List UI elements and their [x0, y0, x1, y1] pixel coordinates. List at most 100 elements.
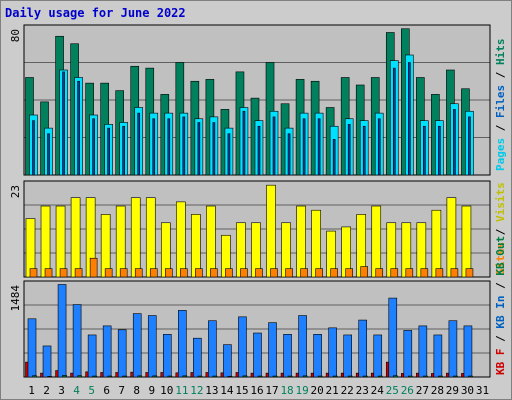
sites-bar [330, 268, 338, 278]
x-tick-label: 1 [28, 384, 35, 397]
pages-bar [317, 118, 321, 176]
sites-bar [345, 268, 353, 278]
kbout-bar [47, 376, 52, 378]
kbout-bar [272, 375, 278, 378]
x-tick-label: 8 [133, 384, 140, 397]
pages-bar [377, 118, 381, 176]
kbout-bar [167, 375, 173, 378]
sites-bar [210, 268, 218, 278]
kbout-bar [62, 375, 67, 378]
visits-bar [100, 214, 111, 278]
x-tick-label: 11 [175, 384, 188, 397]
kbin-bar [42, 345, 52, 378]
kbout-bar [302, 375, 308, 378]
sites-bar [315, 268, 323, 278]
pages-bar [332, 139, 336, 176]
x-tick-label: 19 [295, 384, 308, 397]
sites-bar [255, 268, 263, 278]
sites-bar [405, 268, 414, 278]
sites-bar [29, 268, 38, 278]
kbin-bar [358, 319, 368, 378]
kbout-bar [77, 375, 82, 378]
kbout-bar [32, 375, 37, 378]
legend-kbf: KB F [494, 349, 507, 376]
x-tick-label: 9 [148, 384, 155, 397]
kbin-bar [373, 334, 383, 378]
x-tick-label: 22 [341, 384, 354, 397]
kbin-bar [132, 313, 142, 378]
x-tick-label: 5 [88, 384, 95, 397]
x-tick-label: 26 [401, 384, 414, 397]
visits-bar [461, 205, 472, 278]
pages-bar [408, 62, 411, 176]
legend-visits: Visits [494, 182, 507, 222]
legend-kb: KB F / KB In / KB Out [494, 236, 507, 375]
pages-bar [362, 125, 366, 176]
sites-bar [360, 266, 369, 278]
legend-files: Files [494, 85, 507, 118]
x-tick-label: 17 [265, 384, 278, 397]
kbout-bar [92, 375, 97, 378]
kbout-bar [212, 375, 218, 378]
kbin-bar [238, 316, 247, 378]
sites-bar [195, 268, 203, 278]
legend-sep: / [494, 276, 507, 296]
pages-bar [423, 125, 426, 176]
sites-bar [89, 257, 98, 278]
sites-bar [180, 268, 188, 278]
sites-bar [300, 268, 308, 278]
kbout-bar [392, 375, 398, 378]
visits-bar [130, 197, 141, 278]
kbin-bar [298, 315, 307, 378]
kbin-bar [193, 337, 202, 378]
visits-bar [115, 205, 126, 278]
pages-bar [272, 116, 276, 176]
pages-bar [453, 109, 456, 176]
kbin-bar [253, 332, 262, 378]
kbout-bar [152, 375, 158, 378]
kbout-bar [347, 375, 353, 378]
pages-bar [392, 67, 396, 176]
kbin-bar [147, 315, 157, 378]
x-tick-label: 29 [446, 384, 459, 397]
x-tick-label: 12 [190, 384, 203, 397]
kbout-bar [408, 375, 413, 378]
sites-bar [270, 268, 278, 278]
kbout-bar [227, 375, 233, 378]
x-tick-label: 2 [43, 384, 50, 397]
visits-bar [191, 214, 201, 278]
visits-bar [371, 205, 382, 278]
pages-bar [122, 125, 125, 176]
x-tick-label: 25 [386, 384, 399, 397]
pages-bar [62, 71, 65, 176]
kbin-bar [268, 322, 277, 378]
x-tick-label: 31 [476, 384, 489, 397]
pages-bar [137, 112, 141, 176]
x-tick-label: 13 [205, 384, 218, 397]
kbout-bar [423, 375, 428, 378]
legend-sep: / [494, 222, 507, 242]
sites-bar [465, 268, 474, 278]
kbout-bar [287, 375, 293, 378]
kbin-bar [57, 284, 67, 378]
kbin-bar [403, 330, 413, 378]
visits-bar [145, 197, 156, 278]
sites-bar [225, 268, 233, 278]
kbout-bar [107, 375, 112, 378]
sites-bar [44, 268, 53, 278]
visits-bar [40, 205, 51, 278]
pages-bar [468, 116, 471, 176]
visits-bar [206, 205, 216, 278]
legend-pages: Pages [494, 138, 507, 171]
kbin-bar [313, 334, 322, 378]
pages-bar [347, 124, 351, 176]
legend-kbin: KB In [494, 296, 507, 329]
sites-bar [164, 268, 173, 278]
kbin-bar [27, 318, 37, 378]
pages-bar [32, 120, 35, 176]
sites-bar [375, 268, 384, 278]
pages-bar [242, 110, 246, 176]
chart-title: Daily usage for June 2022 [5, 6, 186, 20]
kbin-bar [87, 334, 97, 378]
